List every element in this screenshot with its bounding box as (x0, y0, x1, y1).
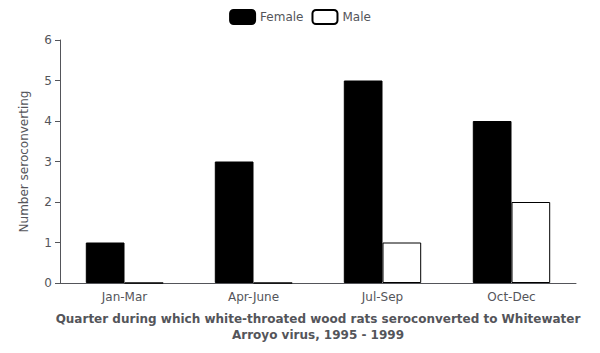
svg-text:Apr-June: Apr-June (228, 290, 279, 304)
svg-text:0: 0 (44, 276, 52, 290)
svg-text:Oct-Dec: Oct-Dec (487, 290, 535, 304)
svg-text:Jul-Sep: Jul-Sep (361, 290, 403, 304)
svg-text:6: 6 (44, 33, 52, 47)
svg-text:Jan-Mar: Jan-Mar (101, 290, 148, 304)
svg-text:2: 2 (44, 195, 52, 209)
svg-text:5: 5 (44, 74, 52, 88)
svg-text:Number seroconverting: Number seroconverting (17, 91, 31, 233)
svg-text:Quarter during which white-thr: Quarter during which white-throated wood… (56, 312, 581, 326)
svg-text:1: 1 (44, 236, 52, 250)
svg-text:Male: Male (342, 10, 370, 24)
svg-text:Arroyo virus, 1995 - 1999: Arroyo virus, 1995 - 1999 (232, 328, 404, 342)
svg-text:Female: Female (260, 10, 303, 24)
svg-text:4: 4 (44, 114, 52, 128)
svg-text:3: 3 (44, 155, 52, 169)
